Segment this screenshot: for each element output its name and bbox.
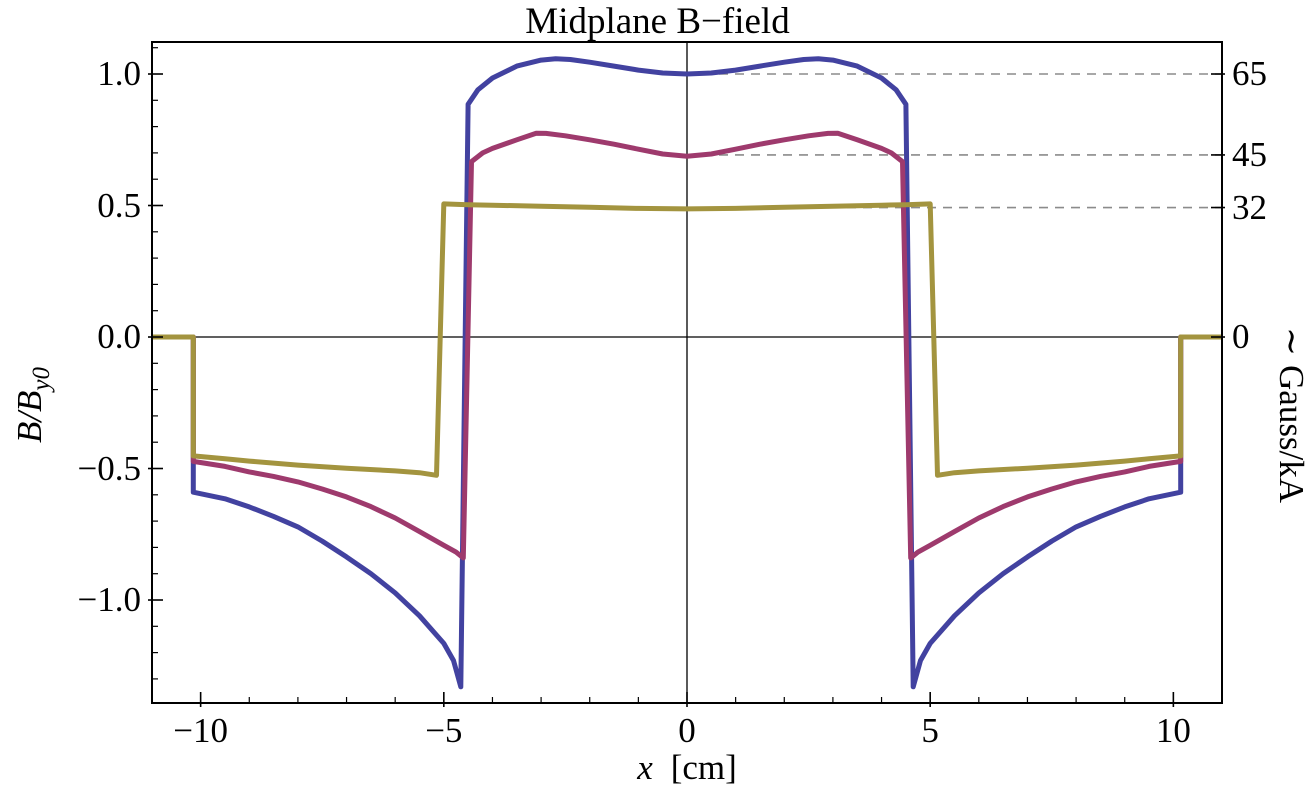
x-tick-label: −10	[173, 711, 228, 750]
y-axis-label-left-sub: y0	[28, 366, 55, 391]
y-tick-label-left: −1.0	[77, 580, 142, 619]
y-tick-label-right: 32	[1232, 187, 1267, 227]
x-tick-label: 0	[678, 711, 696, 750]
y-tick-label-right: 0	[1232, 317, 1250, 356]
x-axis-label: x [cm]	[0, 748, 1315, 788]
x-axis-label-unit: [cm]	[670, 748, 737, 787]
blue-series-curve	[152, 56, 1222, 690]
y-tick-label-right: 45	[1232, 134, 1267, 174]
y-tick-label-left: 0.5	[97, 185, 141, 225]
chart-title: Midplane B−field	[525, 1, 790, 42]
y-tick-label-left: −0.5	[77, 448, 142, 488]
y-axis-label-right: ∼ Gauss/kA	[1272, 326, 1311, 504]
olive-series-curve	[152, 201, 1222, 478]
y-tick-label-right: 65	[1232, 54, 1267, 93]
y-tick-label-left: 1.0	[97, 54, 141, 93]
x-axis-label-variable: x	[637, 748, 653, 787]
x-tick-label: 10	[1155, 711, 1191, 750]
magenta-series-curve	[152, 130, 1222, 561]
y-tick-label-left: 0.0	[97, 317, 141, 356]
x-tick-label: 5	[921, 711, 939, 750]
y-axis-label-left: B/By0	[10, 367, 56, 443]
y-axis-label-left-base: B/B	[10, 390, 49, 444]
x-tick-label: −5	[425, 711, 463, 750]
